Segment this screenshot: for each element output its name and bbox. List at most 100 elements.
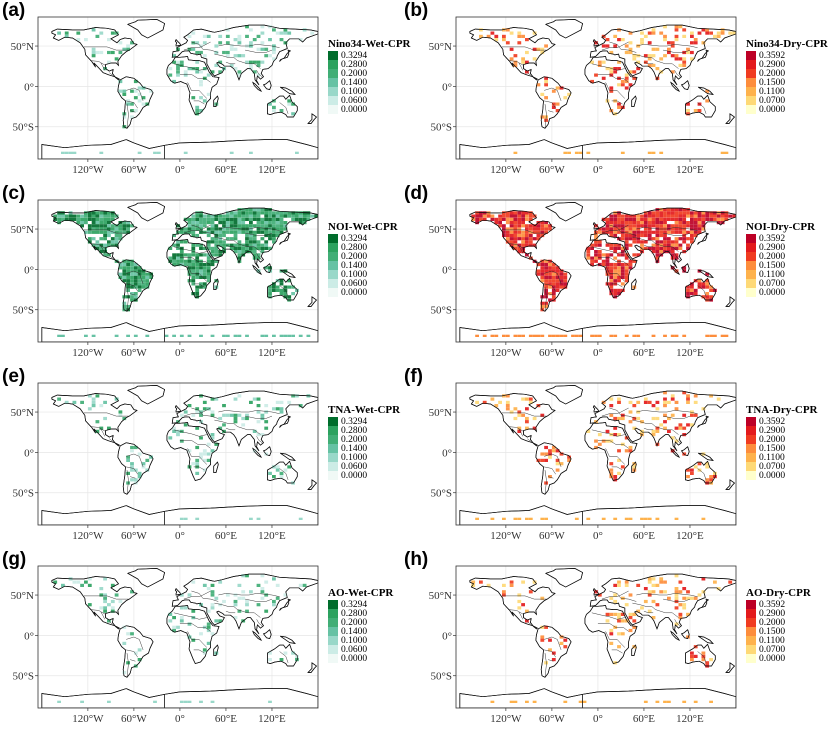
cpr-cell [195,224,200,228]
cpr-cell [632,625,637,629]
cpr-cell [705,334,710,337]
cpr-cell [613,44,618,48]
cpr-cell [279,217,284,221]
country-border [655,243,679,252]
colorbar-swatch [746,444,756,453]
cpr-cell [713,217,717,221]
y-tick-label: 50°N [429,590,452,602]
cpr-cell [548,227,552,231]
coastline-japan [697,49,710,62]
cpr-cell [191,214,196,218]
cpr-cell [551,282,556,286]
cpr-cell [659,246,664,250]
cpr-cell [306,217,311,221]
cpr-cell [279,334,284,337]
y-tick-label: 50°S [430,305,452,317]
cpr-cell [249,63,253,67]
cpr-cell [206,253,211,257]
cpr-cell [617,217,621,221]
cpr-cell [590,256,594,260]
cpr-cell [678,214,683,218]
cpr-cell [647,41,652,45]
cpr-cell [126,661,130,665]
cpr-cell [548,638,552,642]
cpr-cell [272,50,276,55]
cpr-cell [279,224,284,228]
cpr-cell [214,651,219,655]
country-border [179,440,211,449]
cpr-cell [548,334,552,337]
cpr-cell [172,256,176,260]
country-border [697,102,707,114]
cpr-cell [107,603,111,607]
cpr-cell [690,651,694,655]
coastline-north-america [51,393,138,447]
cpr-cell [202,269,207,273]
colorbar-swatch [328,279,338,288]
cpr-cell [279,227,284,231]
cpr-cell [674,221,679,225]
coastline-japan [697,415,710,428]
cpr-cell [663,391,667,395]
cpr-cell [272,334,276,337]
x-tick-label: 120°W [490,164,522,176]
cpr-cell [586,246,591,250]
cpr-cell [678,580,683,584]
cpr-cell [513,54,518,58]
cpr-cell [199,272,203,276]
cpr-cell [206,73,211,77]
cpr-cell [525,38,529,42]
cpr-cell [187,449,192,453]
cpr-cell [199,211,203,215]
cpr-cell [724,217,729,221]
cpr-cell [620,262,625,267]
panel-label: (c) [2,183,25,204]
colorbar-swatch [328,87,338,96]
cpr-cell [502,227,506,231]
coastline-japan [279,49,292,62]
cpr-cell [609,243,614,247]
cpr-cell [502,230,506,234]
cpr-cell [245,25,249,29]
cpr-cell [609,632,614,636]
cpr-cell [145,279,150,283]
cpr-cell [64,34,69,38]
cpr-cell [643,221,648,225]
cpr-cell [214,397,219,401]
cpr-cell [233,397,238,401]
cpr-cell [245,224,249,228]
cpr-cell [245,237,249,241]
country-border [548,659,554,662]
cpr-cell [218,214,223,218]
cpr-cell [563,282,568,286]
cpr-cell [245,243,249,247]
x-tick-label: 120°W [72,347,104,359]
coastline-uk [592,587,600,596]
cpr-cell [218,233,223,238]
cpr-cell [298,38,303,42]
coastline-greenland [544,202,584,222]
cpr-cell [517,250,522,254]
cpr-cell [624,233,629,238]
cpr-cell [494,38,499,42]
cpr-cell [540,638,545,642]
colorbar-legend: TNA-Wet-CPR0.32940.28000.20000.14000.100… [328,404,401,481]
cpr-cell [241,224,246,228]
cpr-cell [72,580,77,584]
cpr-cell [659,230,664,234]
cpr-cell [195,253,200,257]
cpr-cell [176,262,180,267]
cpr-cell [544,221,548,225]
cpr-cell [647,57,652,61]
cpr-cell [237,609,242,613]
cpr-cell [620,253,625,257]
cpr-cell [241,54,246,58]
cpr-cell [295,217,299,221]
country-border [518,428,523,437]
cpr-cell [199,266,203,270]
cpr-cell [256,240,261,244]
y-tick-label: 50°S [12,305,34,317]
cpr-cell [306,214,311,218]
cpr-cell [191,259,196,263]
cpr-cell [107,619,111,623]
